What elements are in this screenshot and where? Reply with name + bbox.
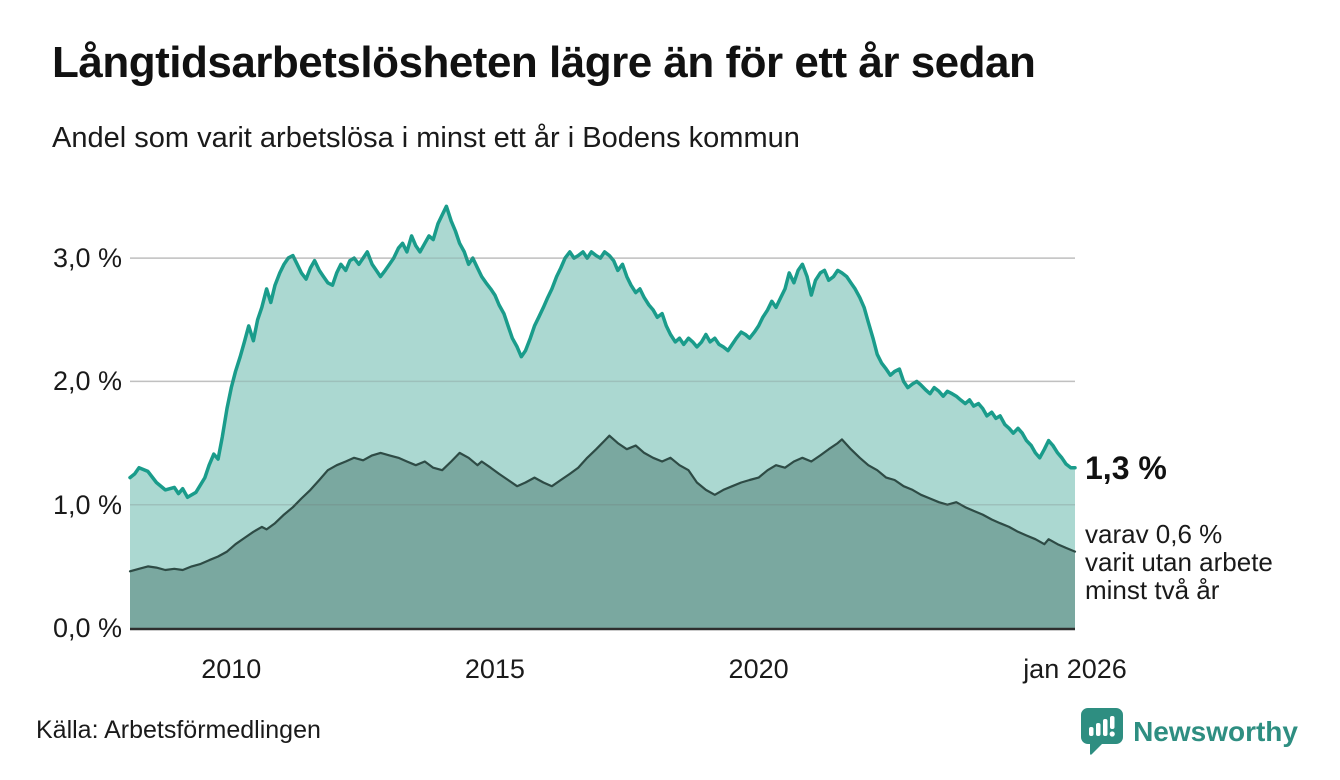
newsworthy-logo-icon (1081, 708, 1124, 756)
y-tick-label: 2,0 % (52, 366, 122, 397)
x-tick-label: 2010 (201, 654, 262, 684)
x-tick-label: 2015 (464, 654, 525, 684)
x-tick-label: 2020 (728, 654, 789, 684)
newsworthy-branding: Newsworthy (1081, 708, 1298, 756)
annotation-note-line: varav 0,6 % (1085, 519, 1223, 549)
y-tick-label: 3,0 % (52, 243, 122, 274)
annotation-note-line: varit utan arbete (1085, 547, 1273, 577)
annotation-note: varav 0,6 % varit utan arbete minst två … (1085, 520, 1273, 604)
source-credit: Källa: Arbetsförmedlingen (36, 716, 321, 744)
chart-subtitle: Andel som varit arbetslösa i minst ett å… (52, 122, 800, 154)
latest-value-label: 1,3 % (1085, 450, 1167, 486)
y-tick-label: 1,0 % (52, 489, 122, 520)
newsworthy-logo-text: Newsworthy (1133, 716, 1298, 747)
annotation-note-line: minst två år (1085, 575, 1220, 605)
x-tick-label: jan 2026 (1023, 654, 1127, 684)
y-tick-label: 0,0 % (52, 613, 122, 643)
page-title: Långtidsarbetslösheten lägre än för ett … (52, 38, 1036, 87)
